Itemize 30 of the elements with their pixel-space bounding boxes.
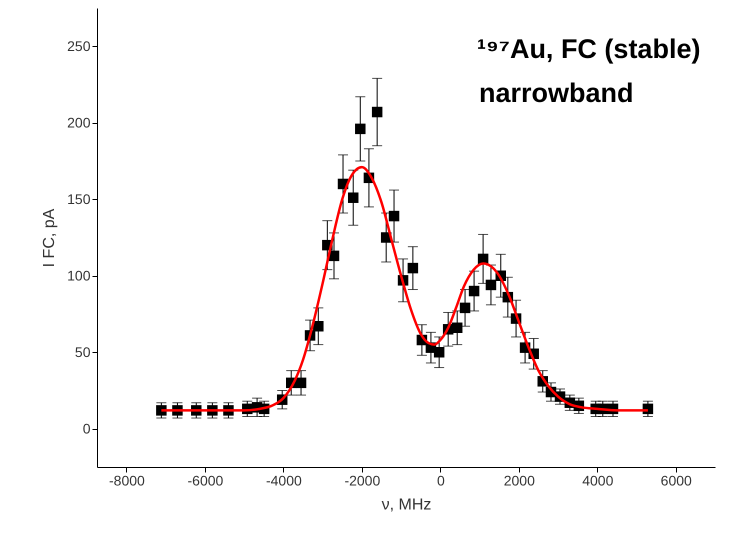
x-tick-label: 4000 bbox=[582, 472, 614, 488]
annotation: ¹⁹⁷Au, FC (stable) bbox=[477, 34, 700, 64]
x-tick-label: -8000 bbox=[109, 472, 146, 488]
x-tick-label: 6000 bbox=[660, 472, 692, 488]
point bbox=[313, 320, 324, 332]
y-tick-label: 150 bbox=[67, 190, 91, 207]
point bbox=[388, 210, 400, 222]
annotation: narrowband bbox=[479, 78, 634, 108]
point bbox=[348, 192, 358, 203]
point bbox=[486, 280, 496, 290]
point bbox=[408, 262, 418, 274]
y-axis-title: I FC, pA bbox=[41, 208, 58, 268]
point bbox=[460, 302, 470, 314]
y-tick-label: 200 bbox=[67, 114, 91, 130]
point bbox=[355, 124, 366, 134]
x-tick-label: -4000 bbox=[266, 472, 302, 488]
y-tick-label: 0 bbox=[82, 420, 91, 436]
point bbox=[372, 106, 382, 118]
point bbox=[468, 286, 480, 296]
x-tick-label: -2000 bbox=[344, 472, 380, 488]
y-tick-label: 250 bbox=[67, 38, 91, 54]
x-axis-title: ν, MHz bbox=[382, 496, 432, 514]
point bbox=[296, 378, 306, 388]
point bbox=[434, 347, 444, 358]
x-tick-label: 2000 bbox=[504, 472, 536, 488]
y-tick-label: 50 bbox=[74, 344, 91, 360]
y-tick-label: 100 bbox=[67, 267, 91, 284]
x-tick-label: 0 bbox=[436, 472, 445, 488]
x-tick-label: -6000 bbox=[188, 472, 224, 488]
point bbox=[452, 322, 462, 334]
